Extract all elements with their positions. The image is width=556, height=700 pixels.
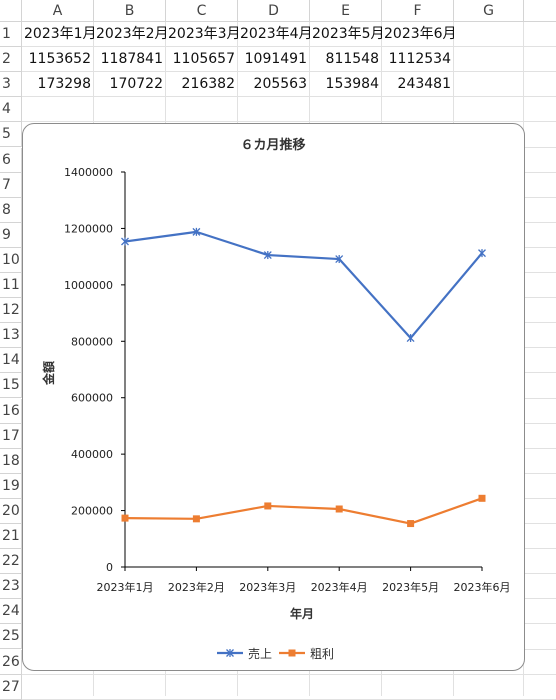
grid-line: [22, 96, 556, 98]
row-header-7[interactable]: 7: [0, 172, 22, 198]
row-header-8[interactable]: 8: [0, 197, 22, 223]
y-tick-label: 1200000: [64, 222, 113, 235]
legend-label[interactable]: 売上: [248, 646, 272, 661]
row-header-14[interactable]: 14: [0, 348, 22, 374]
data-point[interactable]: [192, 227, 201, 236]
data-point[interactable]: [121, 237, 129, 246]
cell-a3[interactable]: 173298: [37, 76, 91, 92]
y-tick-label: 600000: [71, 392, 113, 405]
y-axis-title[interactable]: 金額: [41, 361, 56, 386]
row-header-4[interactable]: 4: [0, 97, 22, 123]
column-header-filler: [524, 0, 556, 22]
chart-axes: 0 200000 400000 600000 800000 1000000 1200000 1…: [64, 166, 511, 594]
column-header-a[interactable]: A: [22, 0, 94, 22]
cell-d2[interactable]: 1091491: [244, 51, 307, 67]
series-line-1[interactable]: [124, 230, 483, 340]
grid-line: [22, 71, 556, 73]
row-header-25[interactable]: 25: [0, 624, 22, 650]
cell-b1[interactable]: 2023年2月: [96, 26, 166, 42]
series-line-2[interactable]: [124, 497, 483, 525]
x-tick-label: 2023年2月: [168, 580, 225, 594]
x-tick-label: 2023年5月: [382, 580, 439, 594]
cell-f3[interactable]: 243481: [397, 76, 451, 92]
cell-e1[interactable]: 2023年5月: [312, 26, 382, 42]
column-header-d[interactable]: D: [238, 0, 310, 22]
data-point[interactable]: [335, 255, 344, 264]
line-chart[interactable]: ６カ月推移 金額 年月 0 200000 400000 600000 800000 100…: [22, 123, 525, 671]
data-point[interactable]: [264, 502, 272, 510]
legend-marker[interactable]: [226, 649, 234, 657]
data-point[interactable]: [406, 334, 415, 343]
cell-c1[interactable]: 2023年3月: [168, 26, 238, 42]
y-tick-label: 1000000: [64, 279, 113, 292]
y-tick-label: 0: [106, 561, 113, 574]
row-header-10[interactable]: 10: [0, 247, 22, 273]
row-header-22[interactable]: 22: [0, 549, 22, 575]
cell-d3[interactable]: 205563: [253, 76, 307, 92]
row-header-19[interactable]: 19: [0, 473, 22, 499]
row-header-11[interactable]: 11: [0, 273, 22, 299]
y-tick-label: 1400000: [64, 166, 113, 179]
y-tick-label: 800000: [71, 335, 113, 348]
cell-c2[interactable]: 1105657: [172, 51, 235, 67]
chart-legend[interactable]: 売上 粗利: [217, 646, 334, 661]
row-header-15[interactable]: 15: [0, 373, 22, 399]
cell-a1[interactable]: 2023年1月: [24, 26, 94, 42]
row-header-9[interactable]: 9: [0, 222, 22, 248]
chart-title[interactable]: ６カ月推移: [240, 137, 305, 153]
row-header-21[interactable]: 21: [0, 524, 22, 550]
row-header-6[interactable]: 6: [0, 147, 22, 173]
data-point[interactable]: [407, 520, 415, 528]
row-header-3[interactable]: 3: [0, 72, 22, 98]
cell-b3[interactable]: 170722: [109, 76, 163, 92]
data-point[interactable]: [335, 505, 343, 513]
row-header-13[interactable]: 13: [0, 323, 22, 349]
cell-e3[interactable]: 153984: [325, 76, 379, 92]
cell-f2[interactable]: 1112534: [388, 51, 451, 67]
x-tick-label: 2023年4月: [311, 580, 368, 594]
row-header-16[interactable]: 16: [0, 398, 22, 424]
cell-d1[interactable]: 2023年4月: [240, 26, 310, 42]
cell-f1[interactable]: 2023年6月: [384, 26, 454, 42]
grid-line: [22, 673, 556, 675]
select-all-corner[interactable]: [0, 0, 22, 22]
column-header-b[interactable]: B: [94, 0, 166, 22]
cell-b2[interactable]: 1187841: [100, 51, 163, 67]
data-point[interactable]: [192, 515, 200, 523]
row-header-17[interactable]: 17: [0, 423, 22, 449]
y-tick-label: 200000: [71, 505, 113, 518]
row-header-18[interactable]: 18: [0, 448, 22, 474]
cell-a2[interactable]: 1153652: [28, 51, 91, 67]
data-point[interactable]: [478, 249, 486, 258]
grid-line: [22, 46, 556, 48]
column-header-f[interactable]: F: [382, 0, 454, 22]
row-header-1[interactable]: 1: [0, 22, 22, 48]
row-header-20[interactable]: 20: [0, 498, 22, 524]
column-header-g[interactable]: G: [454, 0, 524, 22]
row-header-2[interactable]: 2: [0, 47, 22, 73]
x-tick-label: 2023年1月: [97, 580, 154, 594]
legend-marker[interactable]: [288, 649, 296, 657]
row-header-24[interactable]: 24: [0, 599, 22, 625]
data-point[interactable]: [478, 494, 486, 502]
x-axis-title[interactable]: 年月: [290, 606, 314, 621]
row-header-23[interactable]: 23: [0, 574, 22, 600]
data-point[interactable]: [263, 251, 272, 260]
grid-line: [22, 121, 556, 123]
chart-canvas: ６カ月推移 金額 年月 0 200000 400000 600000 800000 100…: [41, 137, 511, 661]
x-tick-label: 2023年6月: [454, 580, 511, 594]
plot-area[interactable]: [121, 227, 486, 528]
y-tick-label: 400000: [71, 448, 113, 461]
x-tick-label: 2023年3月: [239, 580, 296, 594]
column-header-c[interactable]: C: [166, 0, 238, 22]
data-point[interactable]: [121, 514, 129, 522]
row-header-12[interactable]: 12: [0, 298, 22, 324]
row-header-26[interactable]: 26: [0, 649, 22, 675]
row-header-5[interactable]: 5: [0, 122, 22, 148]
cell-e2[interactable]: 811548: [325, 51, 379, 67]
cell-c3[interactable]: 216382: [181, 76, 235, 92]
legend-label[interactable]: 粗利: [310, 647, 334, 661]
column-header-e[interactable]: E: [310, 0, 382, 22]
